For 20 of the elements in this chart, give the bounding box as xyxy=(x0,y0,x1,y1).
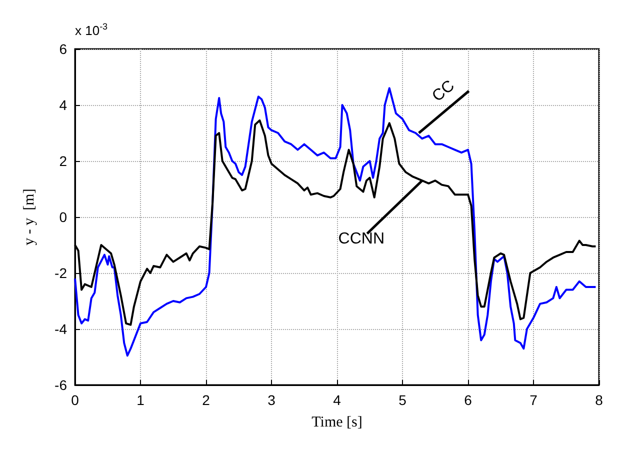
y-tick-label: 4 xyxy=(59,97,68,113)
annotation: CCNN xyxy=(338,230,384,248)
x-tick-label: 6 xyxy=(464,392,472,408)
y-tick-label: -4 xyxy=(54,321,68,337)
x-tick-label: 3 xyxy=(268,392,276,408)
y-tick-label: 6 xyxy=(59,41,68,57)
x-tick-label: 1 xyxy=(136,392,145,408)
x-tick-label: 5 xyxy=(398,392,407,408)
x-tick-label: 4 xyxy=(333,392,342,408)
x-tick-label: 8 xyxy=(595,392,604,408)
y-tick-label: -2 xyxy=(54,265,68,281)
y-tick-label: 0 xyxy=(59,209,68,225)
x-tick-label: 7 xyxy=(530,392,538,408)
y-tick-label: 2 xyxy=(59,153,68,169)
x-axis-title: Time [s] xyxy=(312,414,362,430)
y-axis-title: y - y [m] xyxy=(22,188,38,246)
x-tick-label: 2 xyxy=(202,392,210,408)
x-tick-label: 0 xyxy=(71,392,80,408)
y-tick-label: -6 xyxy=(54,377,68,393)
annotation: CC xyxy=(429,77,458,106)
